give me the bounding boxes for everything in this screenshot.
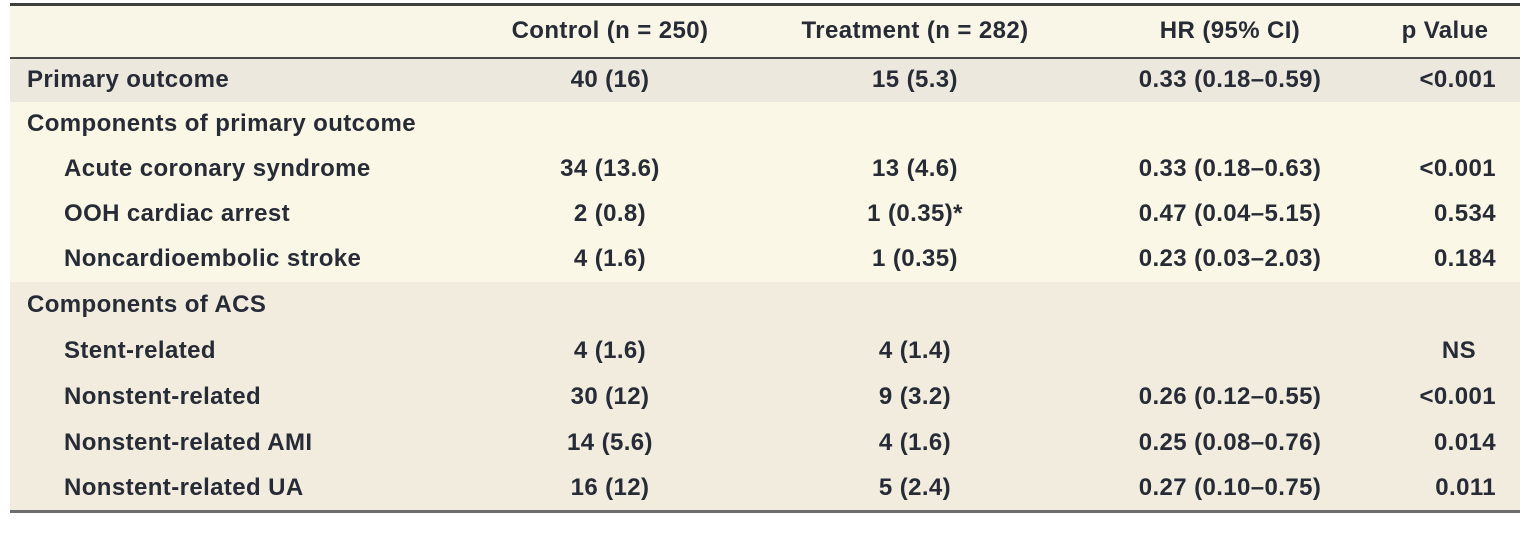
cell-control: 40 (16) <box>570 66 650 93</box>
cell-hr <box>1090 102 1370 147</box>
cell-p-value: <0.001 <box>1419 155 1496 182</box>
cell-p-value: 0.534 <box>1433 200 1496 227</box>
cell-label: Nonstent-related UA <box>64 473 304 501</box>
row-stent-related: Stent-related 4 (1.6) 4 (1.4) NS <box>10 327 1520 374</box>
row-nonstent-related-ami: Nonstent-related AMI 14 (5.6) 4 (1.6) 0.… <box>10 419 1520 466</box>
column-header-label <box>10 4 480 59</box>
cell-label: Components of ACS <box>27 290 267 318</box>
row-nonstent-related: Nonstent-related 30 (12) 9 (3.2) 0.26 (0… <box>10 373 1520 420</box>
cell-treatment: 1 (0.35)* <box>867 200 963 227</box>
cell-hr: 0.47 (0.04–5.15) <box>1138 200 1322 227</box>
cell-control <box>480 282 740 328</box>
row-ooh-cardiac-arrest: OOH cardiac arrest 2 (0.8) 1 (0.35)* 0.4… <box>10 191 1520 237</box>
cell-treatment: 13 (4.6) <box>872 155 958 182</box>
cell-treatment: 15 (5.3) <box>872 66 958 93</box>
cell-treatment <box>740 102 1090 147</box>
cell-hr: 0.33 (0.18–0.59) <box>1138 66 1322 93</box>
cell-label: OOH cardiac arrest <box>64 200 290 227</box>
row-acute-coronary-syndrome: Acute coronary syndrome 34 (13.6) 13 (4.… <box>10 146 1520 192</box>
cell-treatment: 4 (1.6) <box>878 428 952 456</box>
column-header-control: Control (n = 250) <box>480 4 740 59</box>
cell-hr: 0.25 (0.08–0.76) <box>1138 428 1322 456</box>
cell-hr <box>1090 328 1370 374</box>
cell-p-value: 0.184 <box>1433 245 1496 272</box>
cell-hr: 0.27 (0.10–0.75) <box>1138 473 1322 501</box>
cell-label: Primary outcome <box>27 66 230 93</box>
table-header: Control (n = 250) Treatment (n = 282) HR… <box>10 4 1520 59</box>
cell-control: 30 (12) <box>570 382 650 410</box>
column-header-treatment: Treatment (n = 282) <box>740 4 1090 59</box>
cell-treatment: 9 (3.2) <box>878 382 952 410</box>
cell-hr: 0.23 (0.03–2.03) <box>1138 245 1322 272</box>
cell-hr: 0.33 (0.18–0.63) <box>1138 155 1322 182</box>
cell-treatment <box>740 282 1090 328</box>
row-section-components-of-primary-outcome: Components of primary outcome <box>10 101 1520 147</box>
clinical-outcomes-table: Control (n = 250) Treatment (n = 282) HR… <box>10 3 1520 513</box>
outcomes-table-container: Control (n = 250) Treatment (n = 282) HR… <box>10 3 1520 513</box>
cell-control: 4 (1.6) <box>573 336 647 364</box>
cell-p-value: 0.011 <box>1435 473 1496 501</box>
cell-label: Nonstent-related <box>64 382 262 410</box>
cell-label: Noncardioembolic stroke <box>64 245 362 272</box>
cell-control: 16 (12) <box>570 473 650 501</box>
cell-label: Nonstent-related AMI <box>64 428 313 456</box>
cell-label: Stent-related <box>64 336 216 364</box>
cell-control: 14 (5.6) <box>567 428 653 456</box>
row-noncardioembolic-stroke: Noncardioembolic stroke 4 (1.6) 1 (0.35)… <box>10 236 1520 282</box>
cell-p-value: <0.001 <box>1419 382 1496 410</box>
cell-treatment: 4 (1.4) <box>878 336 952 364</box>
cell-hr <box>1090 282 1370 328</box>
header-row: Control (n = 250) Treatment (n = 282) HR… <box>10 4 1520 59</box>
cell-control <box>480 102 740 147</box>
table-body: Primary outcome 40 (16) 15 (5.3) 0.33 (0… <box>10 57 1520 512</box>
cell-p-value <box>1370 282 1520 328</box>
cell-p-value: NS <box>1441 336 1476 364</box>
cell-control: 2 (0.8) <box>573 200 647 227</box>
row-nonstent-related-ua: Nonstent-related UA 16 (12) 5 (2.4) 0.27… <box>10 465 1520 512</box>
cell-label: Components of primary outcome <box>27 110 416 137</box>
cell-control: 34 (13.6) <box>560 155 660 182</box>
column-header-hr: HR (95% CI) <box>1090 4 1370 59</box>
cell-p-value: 0.014 <box>1433 428 1496 456</box>
cell-p-value: <0.001 <box>1419 66 1496 93</box>
cell-treatment: 5 (2.4) <box>878 473 952 501</box>
cell-p-value <box>1370 102 1520 147</box>
cell-label: Acute coronary syndrome <box>64 155 371 182</box>
cell-control: 4 (1.6) <box>573 245 647 272</box>
cell-hr: 0.26 (0.12–0.55) <box>1138 382 1322 410</box>
row-primary-outcome: Primary outcome 40 (16) 15 (5.3) 0.33 (0… <box>10 57 1520 102</box>
cell-treatment: 1 (0.35) <box>872 245 958 272</box>
row-section-components-of-acs: Components of ACS <box>10 281 1520 328</box>
column-header-p-value: p Value <box>1370 4 1520 59</box>
